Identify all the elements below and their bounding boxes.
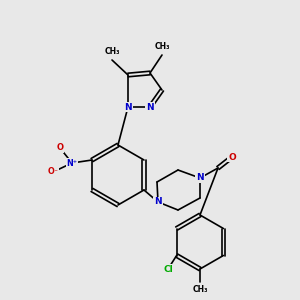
Text: N: N bbox=[124, 103, 132, 112]
Text: N: N bbox=[154, 197, 162, 206]
Text: N⁺: N⁺ bbox=[66, 158, 78, 167]
Text: Cl: Cl bbox=[163, 265, 173, 274]
Text: N: N bbox=[196, 173, 204, 182]
Text: CH₃: CH₃ bbox=[192, 285, 208, 294]
Text: O: O bbox=[228, 152, 236, 161]
Text: O: O bbox=[56, 143, 64, 152]
Text: CH₃: CH₃ bbox=[104, 47, 120, 56]
Text: N: N bbox=[146, 103, 154, 112]
Text: O⁻: O⁻ bbox=[47, 167, 58, 176]
Text: CH₃: CH₃ bbox=[154, 42, 170, 51]
